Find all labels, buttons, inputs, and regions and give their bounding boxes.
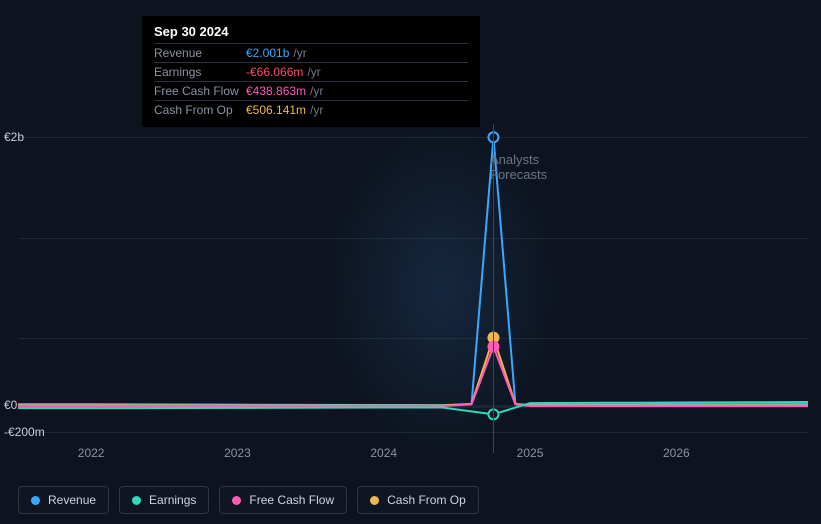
x-axis: 2022 2023 2024 2025 2026 bbox=[18, 446, 808, 466]
legend-item[interactable]: Revenue bbox=[18, 486, 109, 514]
tooltip-row-value: €506.141m bbox=[246, 103, 306, 117]
x-axis-label: 2023 bbox=[224, 446, 251, 460]
x-axis-label: 2024 bbox=[370, 446, 397, 460]
tooltip-row-value: -€66.066m bbox=[246, 65, 303, 79]
earnings-revenue-chart: Sep 30 2024 Revenue€2.001b/yrEarnings-€6… bbox=[0, 0, 821, 524]
tooltip-row: Free Cash Flow€438.863m/yr bbox=[154, 81, 468, 100]
tooltip-row-unit: /yr bbox=[310, 84, 323, 98]
tooltip-row-value: €2.001b bbox=[246, 46, 289, 60]
y-axis-label: -€200m bbox=[4, 425, 45, 439]
tooltip-row-label: Earnings bbox=[154, 65, 246, 79]
chart-lines bbox=[18, 124, 808, 439]
legend-label: Cash From Op bbox=[387, 493, 466, 507]
tooltip-date: Sep 30 2024 bbox=[154, 24, 468, 39]
tooltip-row-unit: /yr bbox=[307, 65, 320, 79]
legend-label: Earnings bbox=[149, 493, 196, 507]
tooltip-row: Revenue€2.001b/yr bbox=[154, 43, 468, 62]
forecast-label: Analysts Forecasts bbox=[490, 152, 547, 182]
legend-item[interactable]: Earnings bbox=[119, 486, 209, 514]
legend-dot-icon bbox=[370, 496, 379, 505]
series-line bbox=[18, 347, 808, 407]
chart-tooltip: Sep 30 2024 Revenue€2.001b/yrEarnings-€6… bbox=[142, 16, 480, 127]
tooltip-row: Earnings-€66.066m/yr bbox=[154, 62, 468, 81]
y-axis-label: €2b bbox=[4, 130, 24, 144]
tooltip-row: Cash From Op€506.141m/yr bbox=[154, 100, 468, 119]
legend-dot-icon bbox=[31, 496, 40, 505]
legend-item[interactable]: Free Cash Flow bbox=[219, 486, 347, 514]
tooltip-row-unit: /yr bbox=[293, 46, 306, 60]
legend-item[interactable]: Cash From Op bbox=[357, 486, 479, 514]
legend-label: Revenue bbox=[48, 493, 96, 507]
legend-label: Free Cash Flow bbox=[249, 493, 334, 507]
tooltip-row-label: Cash From Op bbox=[154, 103, 246, 117]
tooltip-row-label: Revenue bbox=[154, 46, 246, 60]
tooltip-row-unit: /yr bbox=[310, 103, 323, 117]
legend: Revenue Earnings Free Cash Flow Cash From O… bbox=[18, 486, 479, 514]
x-axis-label: 2026 bbox=[663, 446, 690, 460]
legend-dot-icon bbox=[232, 496, 241, 505]
x-axis-label: 2025 bbox=[517, 446, 544, 460]
x-axis-label: 2022 bbox=[78, 446, 105, 460]
y-axis-label: €0 bbox=[4, 398, 17, 412]
series-line bbox=[18, 338, 808, 406]
tooltip-row-label: Free Cash Flow bbox=[154, 84, 246, 98]
series-line bbox=[18, 137, 808, 405]
legend-dot-icon bbox=[132, 496, 141, 505]
tooltip-row-value: €438.863m bbox=[246, 84, 306, 98]
